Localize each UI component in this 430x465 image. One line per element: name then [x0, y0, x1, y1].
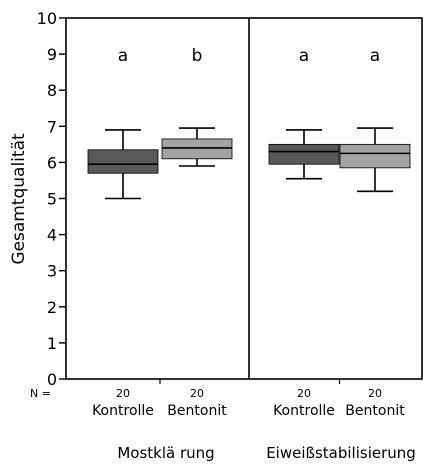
y-tick-label: 0: [47, 370, 57, 389]
box-bentonit: b 20 Bentonit: [161, 46, 233, 419]
box-iqr: [87, 149, 159, 174]
box-bentonit: a 20 Bentonit: [339, 46, 411, 419]
group-2: a 20 Kontrolle a 20 Bentonit Eiweißstabilisier…: [266, 46, 416, 462]
y-tick-label: 3: [47, 262, 57, 281]
y-tick-label: 7: [47, 117, 57, 136]
n-value: 20: [190, 387, 204, 400]
y-tick-label: 2: [47, 298, 57, 317]
y-axis-label: Gesamtqualität: [9, 133, 29, 265]
box-iqr: [161, 138, 233, 160]
significance-letter: a: [370, 46, 380, 66]
n-label: N =: [30, 387, 51, 400]
significance-letter: a: [299, 46, 309, 66]
y-tick-label: 10: [37, 9, 57, 28]
box-iqr: [268, 143, 340, 165]
y-tick-label: 6: [47, 153, 57, 172]
n-value: 20: [116, 387, 130, 400]
n-value: 20: [368, 387, 382, 400]
y-tick-label: 9: [47, 45, 57, 64]
y-tick-label: 4: [47, 226, 57, 245]
category-label: Kontrolle: [92, 403, 154, 419]
significance-letter: a: [118, 46, 128, 66]
box-kontrolle: a 20 Kontrolle: [87, 46, 159, 419]
category-label: Bentonit: [167, 403, 227, 419]
box-iqr: [339, 143, 411, 169]
category-label: Kontrolle: [273, 403, 335, 419]
y-tick-label: 5: [47, 190, 57, 209]
group-label: Mostklä rung: [117, 444, 214, 462]
significance-letter: b: [192, 46, 203, 66]
category-label: Bentonit: [345, 403, 405, 419]
y-tick-label: 8: [47, 81, 57, 100]
group-1: a 20 Kontrolle b 20 Bentonit Mostklä rung: [87, 46, 233, 462]
group-label: Eiweißstabilisierung: [266, 444, 416, 462]
y-tick-label: 1: [47, 334, 57, 353]
box-kontrolle: a 20 Kontrolle: [268, 46, 340, 419]
n-value: 20: [297, 387, 311, 400]
plot-area: 0 1 2 3 4 5 6 7 8 9 10 N = a 20 Kontrolle b 20 Bentonit Mo…: [30, 9, 423, 462]
